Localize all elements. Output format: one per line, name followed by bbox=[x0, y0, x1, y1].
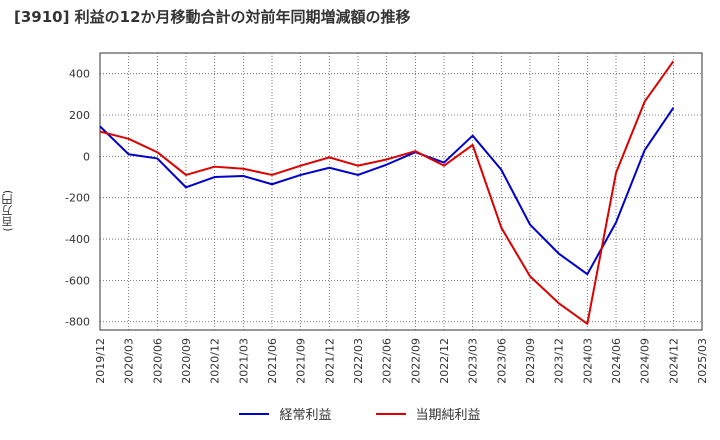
axis-layer: 400 200 0 -200 -400 -600 -800 2019/12 2020/03 202… bbox=[65, 68, 709, 384]
x-tick-label: 2024/03 bbox=[581, 338, 594, 384]
x-tick-label: 2023/06 bbox=[495, 338, 508, 384]
x-tick-label: 2022/09 bbox=[409, 338, 422, 384]
legend-item-recurring-profit: 経常利益 bbox=[239, 404, 332, 423]
x-tick-label: 2025/03 bbox=[696, 338, 709, 384]
x-tick-label: 2020/12 bbox=[209, 338, 222, 384]
x-tick-label: 2021/03 bbox=[237, 338, 250, 384]
legend-label-net-profit: 当期純利益 bbox=[415, 408, 481, 423]
grid-layer bbox=[99, 52, 703, 331]
legend-item-net-profit: 当期純利益 bbox=[375, 404, 481, 423]
y-tick-label: -400 bbox=[65, 233, 90, 246]
legend-swatch-recurring-profit bbox=[239, 412, 270, 415]
series-line-net-profit bbox=[99, 60, 675, 325]
series-layer bbox=[99, 60, 675, 325]
x-tick-label: 2019/12 bbox=[94, 338, 107, 384]
plot-frame bbox=[99, 52, 703, 331]
x-tick-label: 2020/09 bbox=[180, 338, 193, 384]
x-tick-label: 2021/06 bbox=[266, 338, 279, 384]
x-tick-label: 2023/03 bbox=[467, 338, 480, 384]
x-tick-label: 2020/06 bbox=[151, 338, 164, 384]
y-tick-label: -600 bbox=[65, 274, 90, 287]
y-tick-label: 0 bbox=[83, 150, 90, 163]
x-tick-label: 2024/12 bbox=[667, 338, 680, 384]
legend-label-recurring-profit: 経常利益 bbox=[279, 408, 332, 423]
chart-title: [3910] 利益の12か月移動合計の対前年同期増減額の推移 bbox=[14, 8, 411, 26]
y-tick-label: -200 bbox=[65, 192, 90, 205]
y-tick-label: -800 bbox=[65, 316, 90, 329]
x-tick-label: 2021/09 bbox=[295, 338, 308, 384]
x-tick-label: 2022/03 bbox=[352, 338, 365, 384]
line-chart: 400 200 0 -200 -400 -600 -800 2019/12 2020/03 202… bbox=[65, 52, 709, 384]
x-tick-label: 2023/09 bbox=[524, 338, 537, 384]
x-tick-label: 2023/12 bbox=[553, 338, 566, 384]
y-tick-label: 200 bbox=[69, 109, 90, 122]
x-tick-label: 2020/03 bbox=[123, 338, 136, 384]
x-tick-label: 2021/12 bbox=[323, 338, 336, 384]
series-line-recurring-profit bbox=[99, 107, 675, 276]
x-tick-label: 2024/06 bbox=[610, 338, 623, 384]
x-tick-label: 2022/12 bbox=[438, 338, 451, 384]
legend-swatch-net-profit bbox=[375, 412, 406, 415]
legend: 経常利益 当期純利益 bbox=[0, 404, 720, 423]
x-tick-label: 2024/09 bbox=[639, 338, 652, 384]
x-tick-label: 2022/06 bbox=[381, 338, 394, 384]
y-tick-label: 400 bbox=[69, 68, 90, 81]
